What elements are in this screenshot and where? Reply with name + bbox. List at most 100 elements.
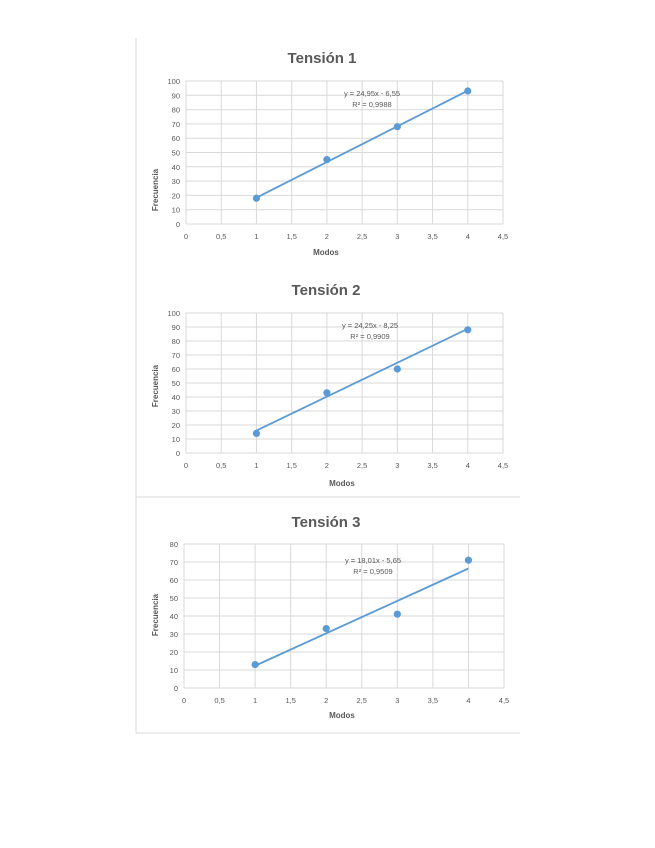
y-tick-label: 50 (172, 379, 180, 388)
y-tick-label: 80 (172, 337, 180, 346)
x-axis-label: Modos (313, 248, 339, 257)
x-tick-label: 3,5 (428, 696, 438, 705)
data-point (252, 194, 261, 202)
data-point (464, 556, 473, 564)
y-tick-label: 0 (176, 220, 180, 229)
x-tick-label: 0,5 (216, 461, 226, 470)
x-tick-label: 0 (184, 461, 188, 470)
chart-svg: Tensión 1 0 10 20 30 40 50 60 70 80 90 100 0 0,5 1 1,5… (151, 50, 508, 257)
chart-tension-1: Tensión 1 0 10 20 30 40 50 60 70 80 90 100 0 0,5 1 1,5… (0, 38, 655, 268)
x-tick-label: 4 (466, 461, 470, 470)
x-tick-label: 2,5 (357, 232, 367, 241)
x-tick-label: 1,5 (285, 696, 295, 705)
x-axis-label: Modos (329, 479, 355, 488)
x-tick-label: 1,5 (286, 461, 296, 470)
x-tick-label: 4,5 (499, 696, 509, 705)
y-tick-label: 30 (172, 407, 180, 416)
y-tick-label: 10 (172, 206, 180, 215)
data-point (251, 661, 259, 669)
data-point (322, 625, 330, 633)
y-tick-label: 60 (172, 134, 180, 143)
data-point (393, 365, 401, 373)
chart-svg: Tensión 3 0 10 20 30 40 50 60 70 80 0 0,5 1 1,5 2 2,5 3… (151, 514, 510, 720)
trendline (256, 327, 469, 432)
y-tick-label: 0 (176, 449, 180, 458)
y-tick-label: 0 (174, 684, 178, 693)
y-tick-label: 60 (172, 365, 180, 374)
trendline-r2: R² = 0,9909 (350, 332, 389, 341)
y-tick-label: 90 (172, 323, 180, 332)
y-tick-label: 30 (170, 630, 178, 639)
trendline (254, 567, 469, 667)
chart-title: Tensión 2 (292, 282, 361, 299)
y-tick-label: 30 (172, 177, 180, 186)
y-tick-label: 80 (170, 540, 178, 549)
y-axis-label: Frecuencia (151, 364, 160, 407)
trendline-r2: R² = 0,9988 (352, 100, 391, 109)
y-tick-label: 40 (172, 163, 180, 172)
y-tick-label: 20 (170, 648, 178, 657)
y-tick-label: 90 (172, 91, 180, 100)
y-tick-label: 20 (172, 191, 180, 200)
chart-title: Tensión 3 (292, 514, 361, 531)
plot-area: 0 10 20 30 40 50 60 70 80 0 0,5 1 1,5 2 2,5 3 3,5 4 4,5 (170, 540, 510, 705)
y-tick-label: 10 (172, 435, 180, 444)
x-tick-label: 2 (325, 232, 329, 241)
data-point (252, 429, 261, 437)
x-tick-label: 3 (395, 461, 399, 470)
trendline-equation: y = 24,25x - 8,25 (342, 321, 398, 330)
x-tick-label: 1 (254, 232, 258, 241)
data-point (464, 87, 472, 95)
data-point (393, 123, 401, 131)
x-tick-label: 2,5 (357, 461, 367, 470)
chart-title: Tensión 1 (288, 50, 357, 67)
x-axis-label: Modos (329, 711, 355, 720)
y-tick-label: 100 (167, 77, 180, 86)
y-tick-label: 50 (172, 149, 180, 158)
x-tick-label: 3,5 (427, 232, 437, 241)
y-axis-label: Frecuencia (151, 168, 160, 211)
x-tick-label: 2,5 (357, 696, 367, 705)
x-tick-label: 0 (184, 232, 188, 241)
y-tick-label: 100 (167, 309, 180, 318)
data-point (323, 156, 331, 164)
x-tick-label: 4 (466, 232, 470, 241)
x-tick-label: 3,5 (427, 461, 437, 470)
chart-tension-3: Tensión 3 0 10 20 30 40 50 60 70 80 0 0,5 1 1,5 2 2,5 3… (0, 502, 655, 732)
y-tick-label: 20 (172, 421, 180, 430)
trendline-equation: y = 18,01x - 5,65 (345, 556, 401, 565)
x-tick-label: 3 (395, 696, 399, 705)
x-tick-label: 4,5 (498, 232, 508, 241)
plot-area: 0 10 20 30 40 50 60 70 80 90 100 0 0,5 1 1,5 2 2,5 3 3,5 4 4… (167, 77, 508, 241)
x-tick-label: 2 (325, 461, 329, 470)
y-tick-label: 50 (170, 594, 178, 603)
data-point (464, 326, 472, 334)
trendline-equation: y = 24,95x - 6,55 (344, 89, 400, 98)
x-tick-label: 0,5 (216, 232, 226, 241)
x-tick-label: 0,5 (214, 696, 224, 705)
y-axis-label: Frecuencia (151, 593, 160, 636)
chart-svg: Tensión 2 0 10 20 30 40 50 60 70 80 90 100 0 0,5 1 1,5… (151, 282, 508, 488)
y-tick-label: 10 (170, 666, 178, 675)
y-tick-label: 80 (172, 106, 180, 115)
x-tick-label: 3 (395, 232, 399, 241)
x-tick-label: 2 (324, 696, 328, 705)
chart-tension-2: Tensión 2 0 10 20 30 40 50 60 70 80 90 100 0 0,5 1 1,5… (0, 270, 655, 500)
data-point (393, 610, 401, 618)
y-tick-label: 70 (172, 120, 180, 129)
y-tick-label: 60 (170, 576, 178, 585)
x-tick-label: 4 (466, 696, 470, 705)
x-tick-label: 1,5 (286, 232, 296, 241)
y-tick-label: 40 (170, 612, 178, 621)
x-tick-label: 4,5 (498, 461, 508, 470)
data-point (323, 389, 331, 397)
x-tick-label: 1 (254, 461, 258, 470)
y-tick-label: 70 (172, 351, 180, 360)
x-tick-label: 1 (253, 696, 257, 705)
trendline-r2: R² = 0,9509 (353, 567, 392, 576)
plot-area: 0 10 20 30 40 50 60 70 80 90 100 0 0,5 1 1,5 2 2,5 3 3,5 4 4… (167, 309, 508, 470)
trendline (256, 89, 469, 199)
x-tick-label: 0 (182, 696, 186, 705)
y-tick-label: 70 (170, 558, 178, 567)
